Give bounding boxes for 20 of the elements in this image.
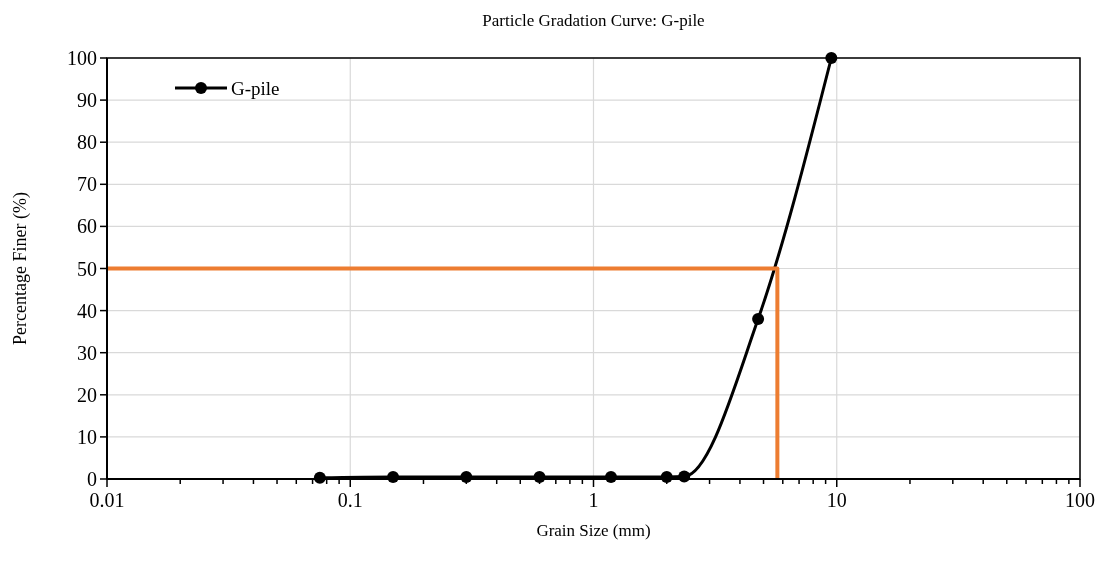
legend-label: G-pile <box>231 77 280 99</box>
x-tick-label: 10 <box>826 489 847 511</box>
y-tick-label: 60 <box>77 215 97 238</box>
y-tick-label: 40 <box>77 299 97 322</box>
x-tick-label: 0.01 <box>89 489 125 511</box>
y-tick-label: 80 <box>77 131 97 154</box>
y-tick-label: 90 <box>77 89 97 112</box>
chart-title: Particle Gradation Curve: G-pile <box>482 11 705 30</box>
y-tick-label: 0 <box>87 468 97 490</box>
x-tick-label: 0.1 <box>337 489 363 511</box>
y-tick-label: 100 <box>67 47 97 69</box>
x-tick-label: 1 <box>588 489 599 511</box>
y-tick-label: 50 <box>77 257 97 280</box>
y-tick-label: 20 <box>77 383 97 406</box>
x-axis-title: Grain Size (mm) <box>536 521 651 540</box>
x-tick-label: 100 <box>1065 489 1095 511</box>
y-tick-label: 30 <box>77 341 97 364</box>
y-axis-title: Percentage Finer (%) <box>10 192 31 345</box>
y-tick-label: 70 <box>77 173 97 196</box>
y-tick-label: 10 <box>77 425 97 448</box>
